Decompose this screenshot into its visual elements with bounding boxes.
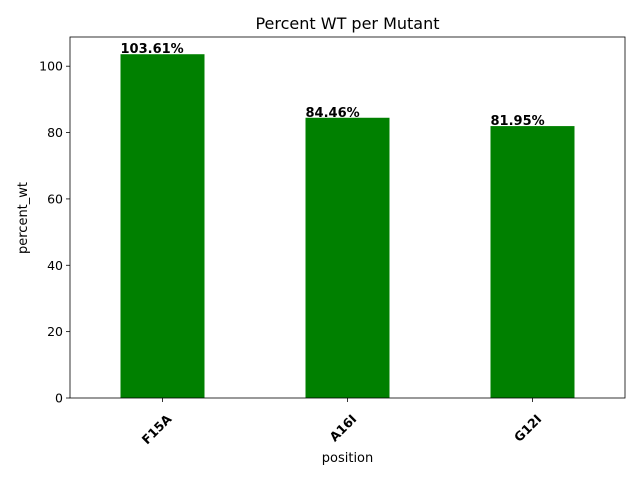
y-tick-label-80: 80: [47, 125, 63, 140]
chart-title: Percent WT per Mutant: [255, 14, 439, 33]
y-tick-label-40: 40: [47, 258, 63, 273]
x-tick-label-a16i: A16I: [326, 411, 359, 444]
data-label-a16i: 84.46%: [306, 106, 360, 121]
x-axis-label: position: [322, 451, 374, 466]
y-tick-label-100: 100: [39, 59, 63, 74]
x-tick-label-g12i: G12I: [511, 411, 544, 444]
plot-area: 103.61% F15A 84.46% A16I 81.95% G12I 0 20 40 60 80…: [39, 36, 626, 447]
y-tick-label-60: 60: [47, 191, 63, 206]
bar-f15a: [120, 54, 205, 399]
data-label-g12i: 81.95%: [491, 114, 545, 129]
bar-g12i: [490, 126, 575, 399]
axes-frame: [69, 36, 626, 399]
y-tick-label-0: 0: [55, 391, 63, 406]
y-axis-label: percent_wt: [16, 182, 31, 254]
y-tick-label-20: 20: [47, 324, 63, 339]
x-tick-label-f15a: F15A: [139, 411, 175, 447]
bar-a16i: [305, 117, 390, 399]
data-label-f15a: 103.61%: [121, 42, 184, 57]
